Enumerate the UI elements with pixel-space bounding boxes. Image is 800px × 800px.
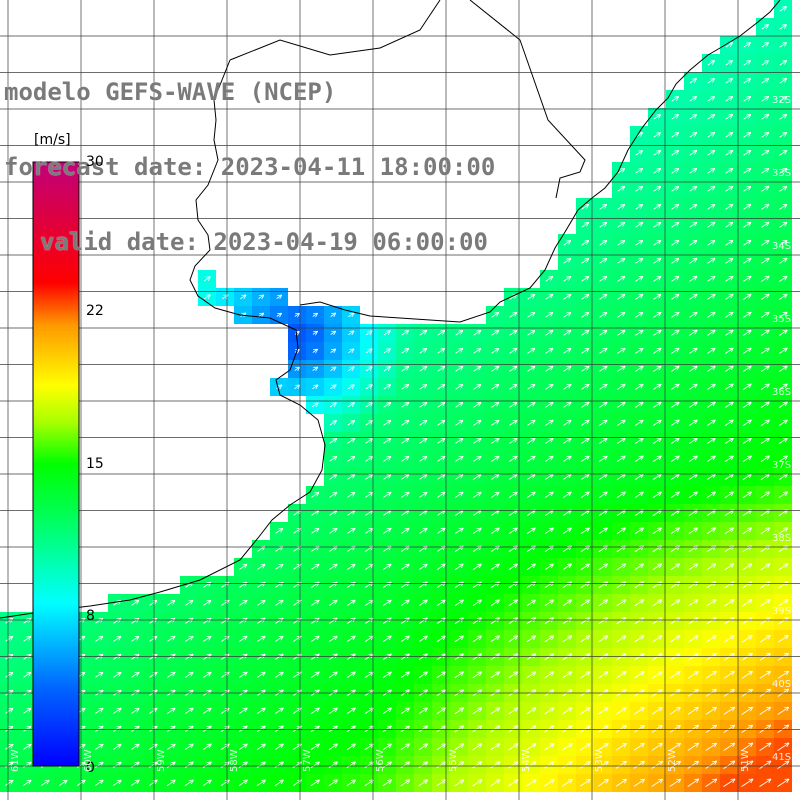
longitude-label: 51W	[740, 749, 751, 772]
longitude-label: 59W	[156, 749, 167, 772]
colorbar-tick: 8	[86, 608, 95, 624]
title-valid-date: valid date: 2023-04-19 06:00:00	[40, 228, 488, 256]
longitude-label: 56W	[375, 749, 386, 772]
longitude-label: 55W	[448, 749, 459, 772]
map-title: modelo GEFS-WAVE (NCEP) forecast date: 2…	[4, 30, 495, 305]
longitude-label: 54W	[521, 749, 532, 772]
latitude-label: 34S	[772, 241, 792, 252]
longitude-label: 60W	[83, 749, 94, 772]
latitude-label: 39S	[772, 606, 792, 617]
longitude-label: 52W	[667, 749, 678, 772]
colorbar-tick: 22	[86, 303, 104, 319]
title-forecast-date: forecast date: 2023-04-11 18:00:00	[4, 153, 496, 181]
latitude-label: 38S	[772, 533, 792, 544]
colorbar-unit: [m/s]	[34, 132, 71, 148]
title-model: modelo GEFS-WAVE (NCEP)	[4, 78, 337, 106]
colorbar-tick: 30	[86, 154, 104, 170]
longitude-label: 58W	[229, 749, 240, 772]
longitude-label: 61W	[10, 749, 21, 772]
latitude-label: 35S	[772, 314, 792, 325]
longitude-label: 57W	[302, 749, 313, 772]
latitude-label: 36S	[772, 387, 792, 398]
latitude-label: 37S	[772, 460, 792, 471]
latitude-label: 33S	[772, 168, 792, 179]
latitude-label: 32S	[772, 95, 792, 106]
colorbar-tick: 15	[86, 456, 104, 472]
latitude-label: 40S	[772, 679, 792, 690]
longitude-label: 53W	[594, 749, 605, 772]
latitude-label: 41S	[772, 752, 792, 763]
